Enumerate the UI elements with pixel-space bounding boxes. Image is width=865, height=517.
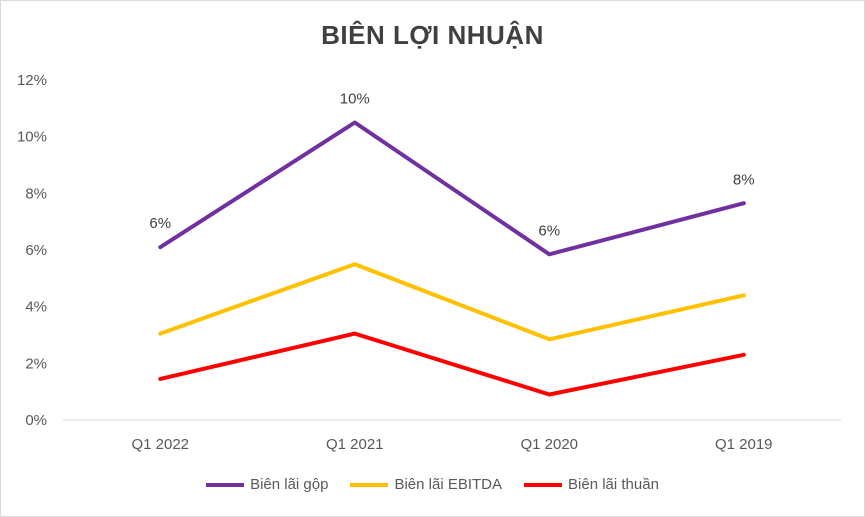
y-tick-label: 0% <box>25 412 47 429</box>
y-tick-label: 2% <box>25 355 47 372</box>
y-tick-label: 10% <box>17 129 47 146</box>
legend-label: Biên lãi thuần <box>568 476 659 493</box>
x-tick-label: Q1 2021 <box>326 436 384 453</box>
data-label: 6% <box>538 222 560 239</box>
chart-title: BIÊN LỢI NHUẬN <box>321 20 544 50</box>
y-tick-label: 4% <box>25 299 47 316</box>
legend-label: Biên lãi gộp <box>250 476 329 493</box>
legend-swatch-red <box>524 482 563 487</box>
y-axis-tick-labels: 0% 2% 4% 6% 8% 10% 12% <box>17 72 47 429</box>
data-label: 10% <box>340 91 370 108</box>
legend-item-bien-lai-ebitda: Biên lãi EBITDA <box>350 476 502 493</box>
legend-swatch-purple <box>206 482 245 487</box>
legend-item-bien-lai-gop: Biên lãi gộp <box>206 476 328 493</box>
y-tick-label: 12% <box>17 72 47 89</box>
series-line <box>158 262 746 342</box>
x-tick-label: Q1 2020 <box>520 436 578 453</box>
series-line <box>158 120 746 257</box>
series-lines <box>158 120 746 397</box>
series-line <box>158 331 746 397</box>
legend-swatch-yellow <box>350 482 389 487</box>
x-tick-label: Q1 2019 <box>715 436 773 453</box>
y-tick-label: 8% <box>25 185 47 202</box>
x-axis-tick-labels: Q1 2022 Q1 2021 Q1 2020 Q1 2019 <box>131 436 772 453</box>
data-labels: 6% 10% 6% 8% <box>149 91 754 240</box>
x-tick-label: Q1 2022 <box>131 436 189 453</box>
legend-item-bien-lai-thuan: Biên lãi thuần <box>524 476 659 493</box>
data-label: 8% <box>733 171 755 188</box>
legend-label: Biên lãi EBITDA <box>394 476 503 493</box>
y-tick-label: 6% <box>25 242 47 259</box>
legend: Biên lãi gộp Biên lãi EBITDA Biên lãi th… <box>0 476 865 493</box>
data-label: 6% <box>149 215 171 232</box>
